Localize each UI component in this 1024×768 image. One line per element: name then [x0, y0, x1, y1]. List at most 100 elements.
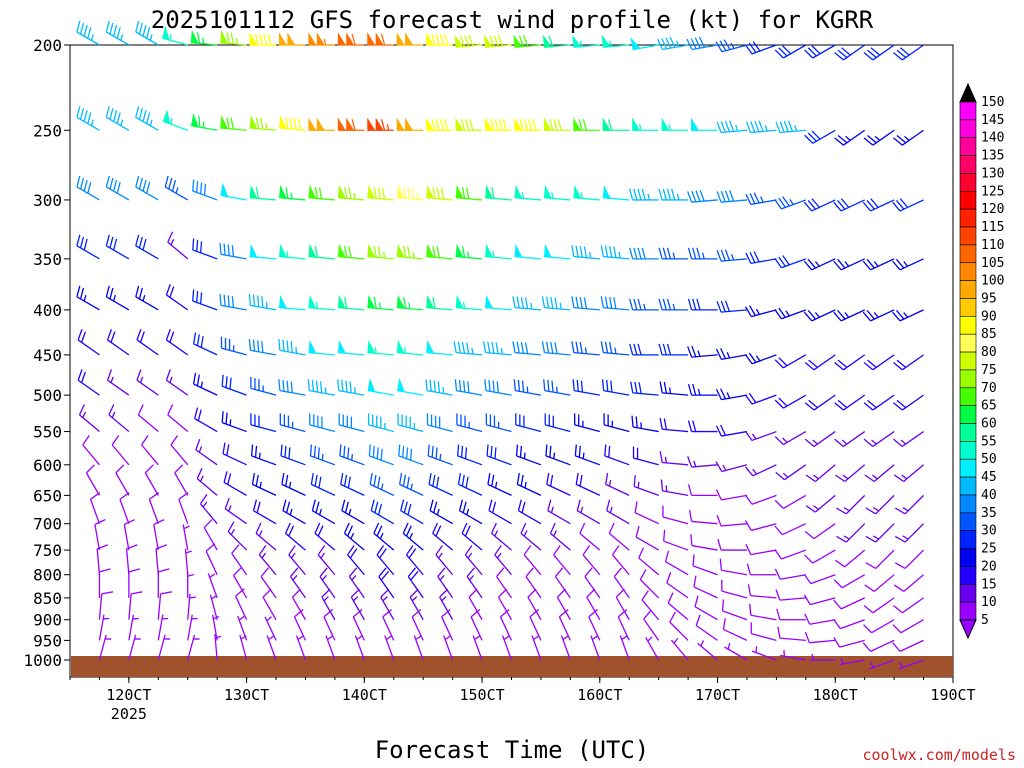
barb-full: [716, 515, 722, 527]
barb-full: [604, 245, 609, 258]
wind-barb: [426, 117, 453, 131]
barb-full: [664, 550, 670, 562]
barb-full: [579, 342, 583, 354]
barb-full: [436, 246, 440, 258]
barb-full: [715, 489, 722, 501]
barb-staff: [531, 635, 542, 661]
barb-full: [432, 296, 436, 309]
barb-full: [290, 341, 293, 353]
barb-full: [138, 108, 143, 120]
wind-barb: [279, 243, 306, 260]
barb-full: [803, 201, 813, 212]
barb-staff: [843, 394, 866, 411]
barb-staff: [529, 616, 542, 641]
barb-staff: [811, 309, 836, 322]
barb-full: [462, 501, 467, 513]
barb-half: [693, 460, 697, 467]
barb-staff: [590, 635, 601, 661]
barb-full: [629, 298, 634, 311]
barb-full: [866, 258, 875, 269]
barb-staff: [751, 354, 777, 365]
barb-full: [142, 238, 147, 251]
barb-flag: [367, 184, 376, 199]
barb-staff: [164, 186, 189, 201]
barb-full: [695, 190, 701, 202]
terrain-fill: [71, 656, 953, 677]
barb-full: [281, 473, 285, 485]
wind-barb: [337, 117, 365, 131]
barb-full: [862, 311, 872, 322]
barb-staff: [285, 532, 306, 551]
barb-full: [254, 445, 258, 458]
barb-half: [812, 439, 818, 445]
barb-half: [348, 508, 352, 516]
barb-full: [637, 188, 642, 201]
barb-full: [629, 188, 634, 201]
wind-barb: [862, 639, 895, 652]
wind-barb: [687, 345, 718, 358]
credit-text[interactable]: coolwx.com/models: [862, 746, 1016, 764]
wind-barb: [432, 522, 454, 551]
barb-full: [77, 329, 83, 341]
barb-full: [837, 359, 848, 368]
barb-staff: [174, 472, 189, 496]
wind-barb: [697, 640, 718, 661]
barb-full: [716, 301, 722, 313]
barb-staff: [813, 431, 836, 447]
barb-full: [754, 120, 760, 133]
barb-half: [258, 530, 263, 537]
barb-half: [902, 535, 909, 540]
barb-full: [370, 499, 375, 511]
wind-barb: [893, 354, 924, 371]
wind-barb: [601, 379, 630, 396]
barb-full: [203, 518, 213, 529]
wind-barb: [834, 394, 866, 411]
barb-full: [584, 567, 593, 578]
barb-full: [892, 201, 901, 212]
barb-full: [347, 476, 351, 489]
y-tick-label: 800: [33, 566, 62, 585]
barb-full: [779, 121, 785, 133]
barb-staff: [76, 186, 100, 201]
barb-full: [833, 579, 843, 589]
barb-staff: [582, 554, 601, 576]
barb-full: [586, 588, 596, 598]
barb-staff: [233, 575, 248, 599]
barb-full: [807, 200, 817, 210]
wind-barb: [586, 588, 601, 621]
barb-full: [142, 25, 147, 37]
barb-full: [571, 296, 575, 308]
barb-full: [76, 234, 81, 247]
barb-full: [576, 499, 581, 511]
barb-flag: [367, 117, 376, 131]
colorbar-swatch: [959, 476, 977, 496]
wind-barb: [308, 294, 335, 311]
barb-full: [282, 339, 285, 352]
barb-full: [458, 379, 462, 392]
barb-full: [467, 381, 470, 393]
barb-full: [406, 447, 409, 459]
barb-full: [671, 188, 676, 201]
wind-barb: [512, 341, 541, 356]
wind-barb: [611, 545, 630, 576]
barb-staff: [432, 532, 454, 551]
barb-staff: [96, 548, 101, 575]
wind-barb: [658, 247, 689, 260]
barb-full: [516, 296, 520, 309]
barb-full: [720, 388, 727, 400]
barb-staff: [721, 309, 748, 313]
wind-barb: [617, 608, 630, 641]
barb-full: [744, 494, 753, 505]
barb-full: [892, 260, 901, 271]
barb-full: [407, 246, 411, 258]
barb-half: [386, 124, 390, 131]
wind-barb: [429, 499, 453, 525]
barb-half: [873, 507, 880, 512]
wind-barb: [542, 34, 571, 48]
barb-staff: [634, 512, 659, 525]
barb-full: [749, 252, 756, 263]
barb-full: [76, 285, 81, 298]
wind-barb: [135, 106, 159, 131]
barb-full: [294, 608, 304, 618]
barb-staff: [604, 455, 630, 466]
